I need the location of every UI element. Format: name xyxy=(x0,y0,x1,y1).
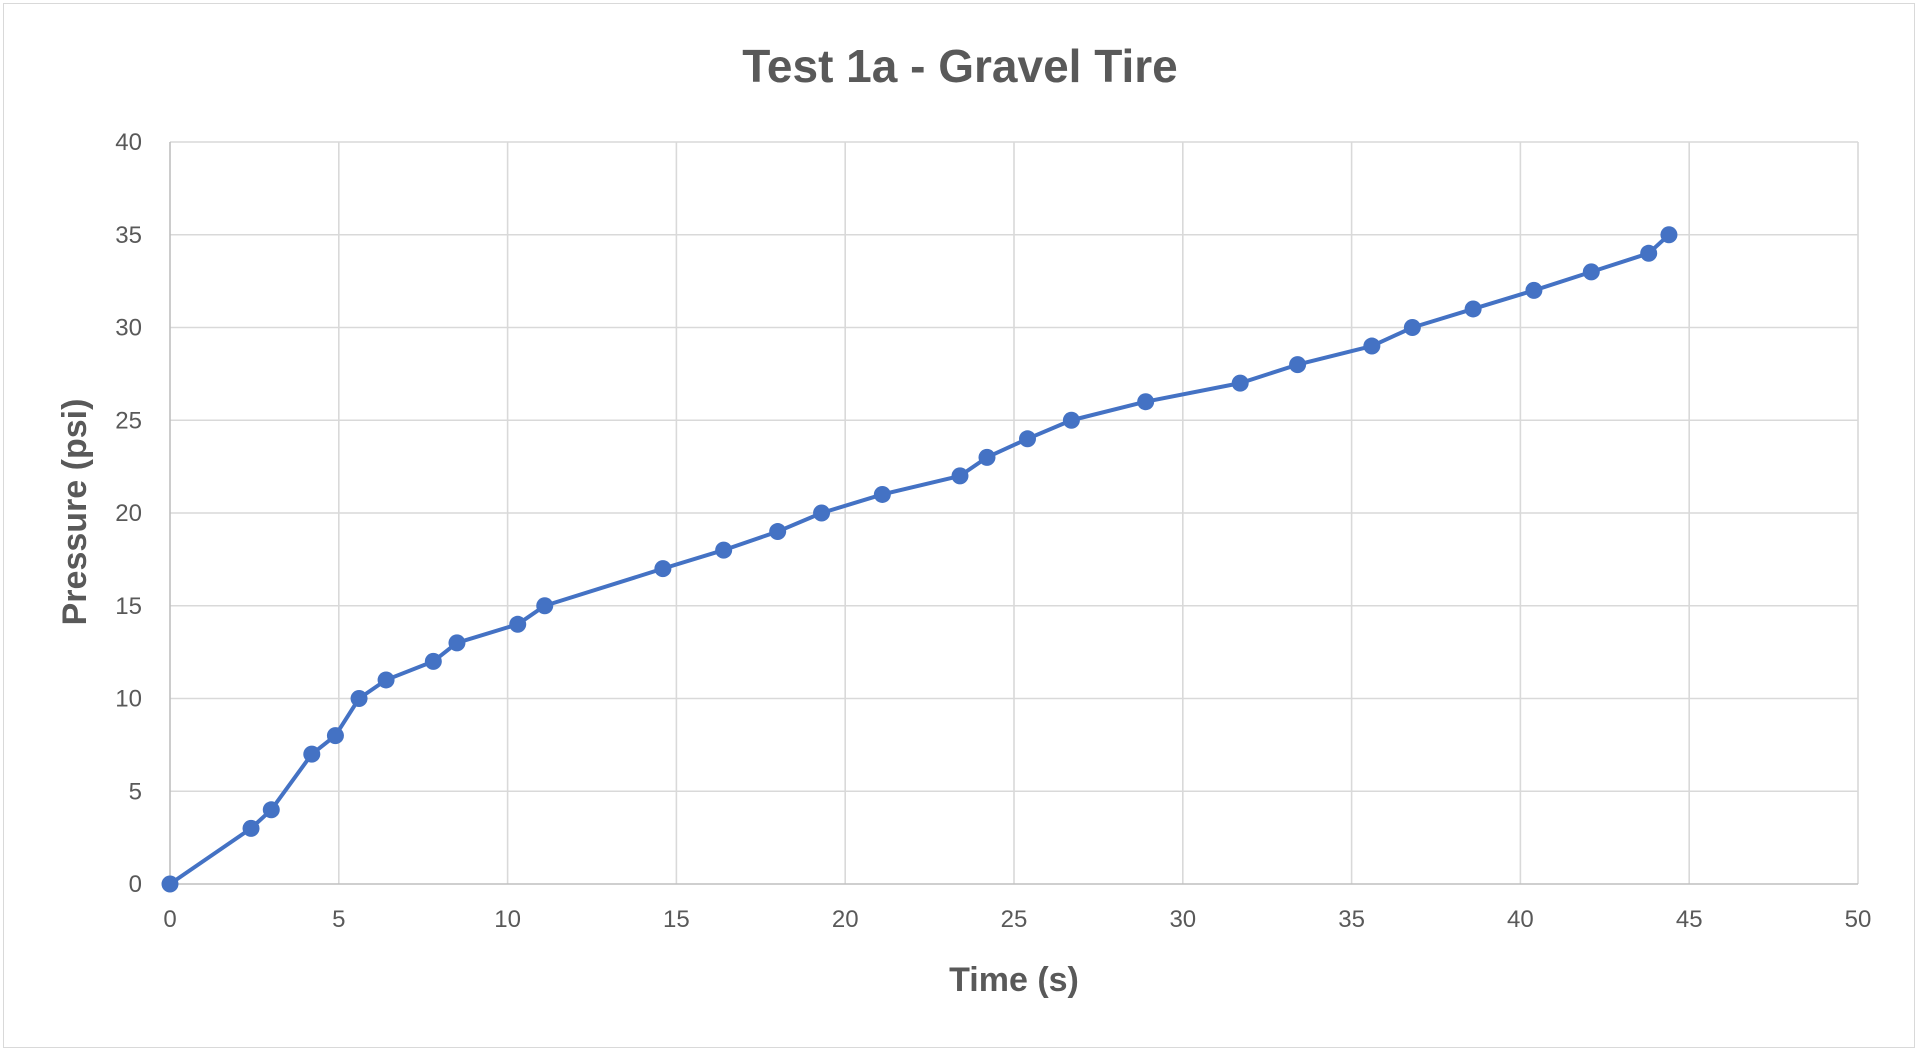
data-point xyxy=(1464,300,1482,318)
y-tick-label: 35 xyxy=(115,222,142,249)
gridlines xyxy=(170,141,1859,884)
x-tick-label: 50 xyxy=(1845,906,1872,933)
data-point xyxy=(951,467,969,485)
x-tick-label: 5 xyxy=(332,906,345,933)
data-point xyxy=(715,541,733,559)
data-point xyxy=(448,634,466,652)
chart-title: Test 1a - Gravel Tire xyxy=(742,40,1178,92)
data-point xyxy=(978,448,996,466)
x-axis-title: Time (s) xyxy=(949,961,1079,999)
y-axis-title: Pressure (psi) xyxy=(56,399,94,626)
y-tick-label: 10 xyxy=(115,686,142,713)
data-point xyxy=(1062,411,1080,429)
y-tick-label: 30 xyxy=(115,315,142,342)
data-point xyxy=(262,801,280,819)
data-point xyxy=(1019,430,1037,448)
y-tick-label: 5 xyxy=(129,778,142,805)
x-tick-label: 25 xyxy=(1001,906,1028,933)
y-tick-label: 40 xyxy=(115,129,142,156)
data-point xyxy=(1582,263,1600,281)
data-point xyxy=(536,597,554,615)
data-series xyxy=(161,226,1678,893)
data-point xyxy=(1363,337,1381,355)
data-point xyxy=(654,560,672,578)
data-point xyxy=(1525,281,1543,299)
data-point xyxy=(161,875,179,893)
x-tick-label: 10 xyxy=(494,906,521,933)
x-tick-label: 40 xyxy=(1507,906,1534,933)
x-tick-label: 0 xyxy=(163,906,176,933)
data-point xyxy=(242,819,260,837)
data-point xyxy=(769,523,787,541)
data-point xyxy=(377,671,395,689)
data-point xyxy=(813,504,831,522)
x-tick-label: 35 xyxy=(1338,906,1365,933)
data-point xyxy=(1660,226,1678,244)
data-point xyxy=(1289,356,1307,374)
data-point xyxy=(326,727,344,745)
data-point xyxy=(303,745,321,763)
x-tick-label: 15 xyxy=(663,906,690,933)
y-tick-label: 0 xyxy=(129,871,142,898)
x-tick-label: 20 xyxy=(832,906,859,933)
chart-frame xyxy=(3,3,1915,1048)
tick-labels: 0 5 10 15 20 25 30 35 40 0 5 10 15 20 25 30 35 40 45 50 xyxy=(115,129,1871,933)
data-point xyxy=(350,690,368,707)
data-point xyxy=(1640,244,1658,262)
x-tick-label: 45 xyxy=(1676,906,1703,933)
data-point xyxy=(873,485,891,503)
data-point xyxy=(1137,393,1155,411)
y-tick-label: 25 xyxy=(115,407,142,434)
x-tick-label: 30 xyxy=(1169,906,1196,933)
y-tick-label: 15 xyxy=(115,593,142,620)
data-point xyxy=(1403,319,1421,336)
data-point xyxy=(1231,374,1249,392)
data-point xyxy=(424,652,442,670)
axes xyxy=(169,142,1858,885)
series-line xyxy=(168,232,1671,886)
y-tick-label: 20 xyxy=(115,500,142,527)
data-point xyxy=(509,615,527,633)
